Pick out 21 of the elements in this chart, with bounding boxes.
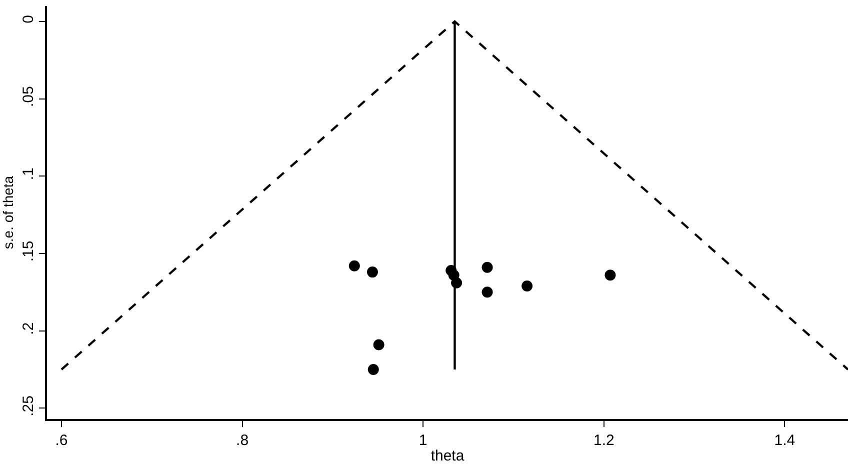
point [604,270,616,281]
y-tick-label: .25 [20,395,37,416]
y-tick-label: .1 [20,168,37,180]
point [368,364,379,375]
point [522,280,533,292]
point [373,339,384,350]
x-tick-label: 1.2 [593,432,614,449]
y-axis-title: s.e. of theta [0,176,16,250]
x-tick-label: 1.4 [774,432,796,449]
point [482,262,493,273]
point [366,266,378,278]
y-tick-label: .05 [20,86,37,107]
y-tick-label: .2 [20,322,37,335]
y-tick-label: .15 [20,240,37,262]
point [348,260,360,272]
point [482,286,493,298]
x-tick-label: .6 [55,432,68,449]
x-axis-title: theta [430,448,465,464]
x-tick-label: 1 [418,432,428,449]
x-tick-label: .8 [236,432,249,449]
y-tick-label: 0 [20,15,37,24]
